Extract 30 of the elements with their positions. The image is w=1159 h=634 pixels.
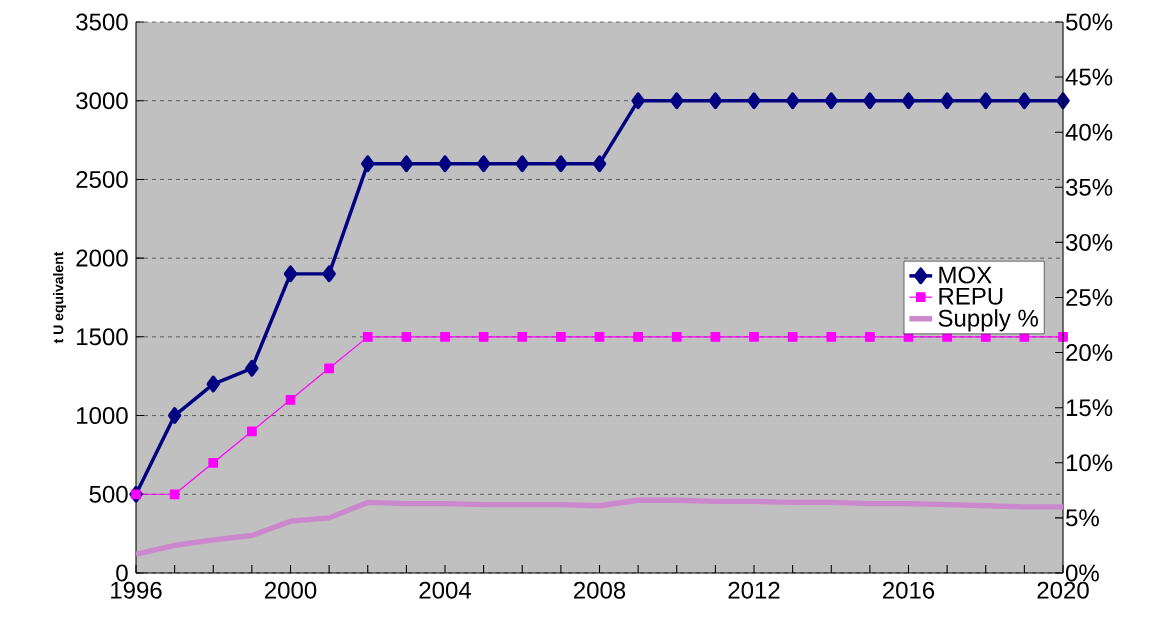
y2-tick-label: 35% [1065,178,1113,196]
x-tick-label: 2008 [574,581,626,599]
y2-tick-label: 5% [1066,509,1099,527]
y-tick-label: 0 [116,564,128,582]
y2-tick-label: 45% [1065,68,1113,86]
y2-tick-label: 20% [1066,344,1113,362]
y2-tick-label: 0% [1065,564,1099,582]
y-tick-label: 2000 [76,249,128,267]
x-tick-label: 2020 [1037,581,1089,599]
y2-tick-label: 25% [1066,288,1113,306]
y-tick-label: 1000 [77,407,128,425]
x-tick-label: 1996 [111,581,162,599]
y-tick-label: 1500 [77,328,128,346]
y-tick-label: 3500 [76,13,128,31]
y2-tick-label: 10% [1066,454,1113,472]
legend-label: MOX [939,266,992,284]
x-tick-label: 2004 [419,581,471,599]
y-tick-label: 3000 [76,92,128,110]
y2-tick-label: 15% [1066,399,1113,417]
x-tick-label: 2000 [265,581,317,599]
y2-tick-label: 30% [1065,233,1113,251]
x-tick-label: 2012 [728,581,780,599]
y-tick-label: 500 [89,485,128,503]
y-axis-title: t U equivalent [53,251,67,344]
y2-tick-label: 50% [1066,13,1113,31]
legend-label: REPU [939,287,1003,305]
y2-tick-label: 40% [1065,123,1113,141]
y-tick-label: 2500 [76,170,128,188]
legend-label: Supply % [938,309,1038,332]
x-tick-label: 2016 [883,581,935,599]
